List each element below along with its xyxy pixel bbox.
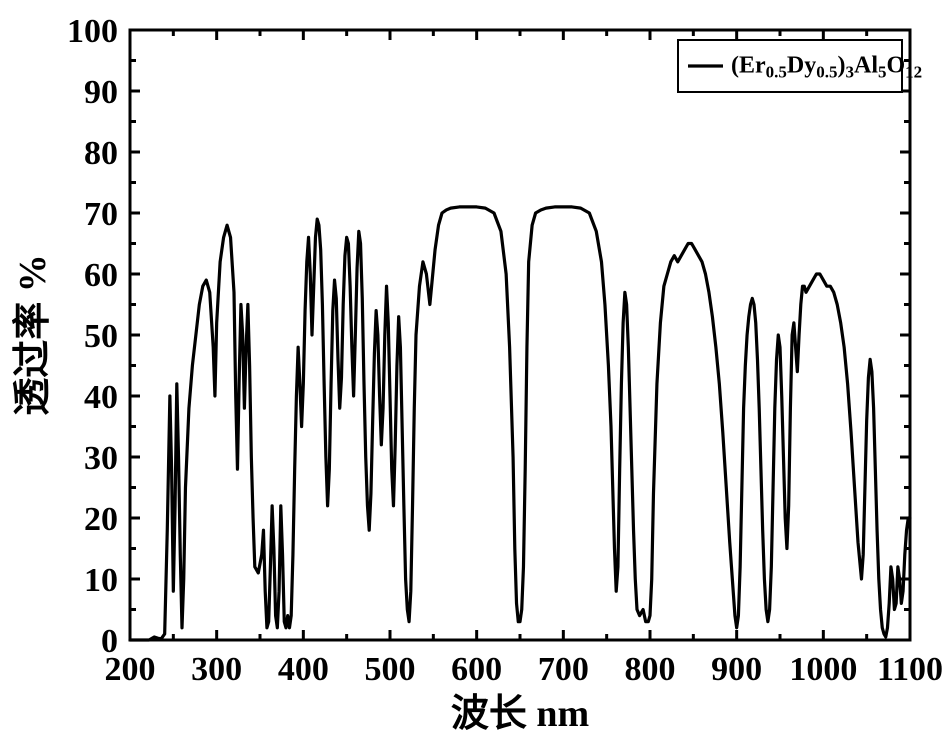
- y-tick-label: 40: [84, 379, 118, 416]
- x-tick-label: 1000: [789, 651, 857, 688]
- x-tick-label: 700: [538, 651, 589, 688]
- y-tick-label: 20: [84, 501, 118, 538]
- y-tick-label: 30: [84, 440, 118, 477]
- y-tick-label: 50: [84, 318, 118, 355]
- x-tick-label: 400: [278, 651, 329, 688]
- x-tick-label: 1100: [877, 651, 942, 688]
- y-tick-label: 0: [101, 623, 118, 660]
- x-axis-label: 波长 nm: [451, 693, 589, 730]
- y-tick-label: 70: [84, 196, 118, 233]
- y-tick-label: 60: [84, 257, 118, 294]
- x-tick-label: 600: [451, 651, 502, 688]
- chart-svg: 2003004005006007008009001000110001020304…: [0, 0, 942, 730]
- x-tick-label: 500: [365, 651, 416, 688]
- x-tick-label: 800: [625, 651, 676, 688]
- spectrum-chart: 2003004005006007008009001000110001020304…: [0, 0, 942, 730]
- y-axis-label: 透过率 %: [12, 254, 54, 416]
- x-tick-label: 900: [711, 651, 762, 688]
- x-tick-label: 300: [191, 651, 242, 688]
- y-tick-label: 100: [67, 13, 118, 50]
- y-tick-label: 10: [84, 562, 118, 599]
- y-tick-label: 90: [84, 74, 118, 111]
- y-tick-label: 80: [84, 135, 118, 172]
